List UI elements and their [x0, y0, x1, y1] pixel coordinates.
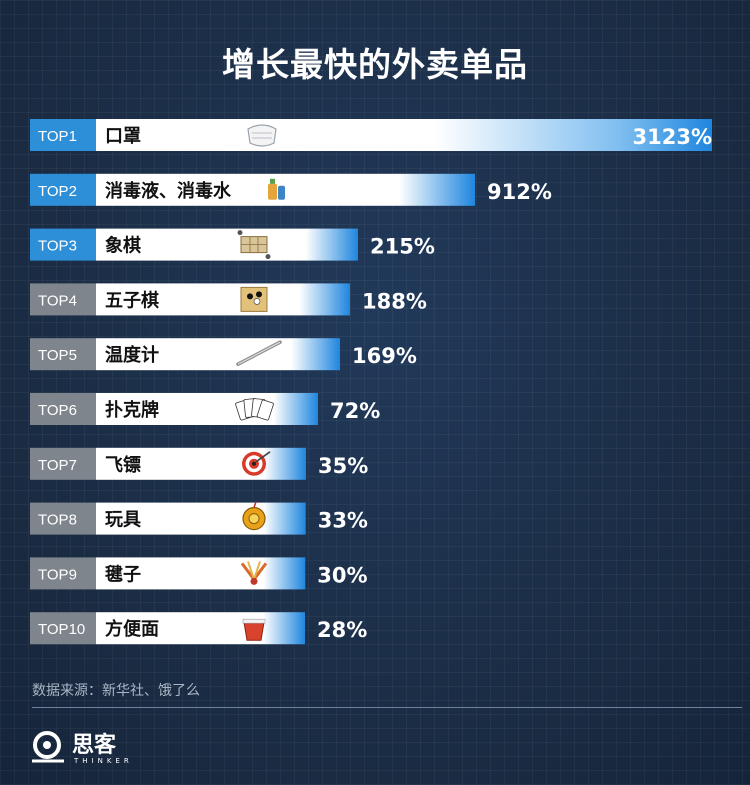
- bar: [96, 119, 712, 151]
- value-label: 912%: [487, 180, 552, 204]
- rank-label: TOP1: [38, 128, 77, 145]
- value-label: 28%: [317, 618, 367, 642]
- value-label: 30%: [317, 563, 367, 587]
- bar: [96, 228, 358, 261]
- value-label: 3123%: [633, 125, 713, 149]
- rank-box: [30, 557, 96, 590]
- bar: [96, 338, 340, 371]
- category-label: 方便面: [105, 618, 159, 640]
- rank-box: [30, 283, 96, 316]
- category-label: 消毒液、消毒水: [105, 180, 232, 202]
- bar-row: TOP5 温度计 169%: [30, 338, 417, 371]
- category-label: 毽子: [104, 563, 141, 585]
- value-label: 72%: [330, 399, 380, 423]
- rank-label: TOP3: [38, 238, 77, 255]
- rank-box: [30, 447, 96, 480]
- rank-box: [30, 338, 96, 371]
- rank-label: TOP10: [38, 621, 85, 638]
- logo-text: 思客: [72, 732, 117, 758]
- bar: [96, 173, 475, 206]
- rank-label: TOP8: [38, 512, 77, 529]
- yoyo-toy-icon: [242, 501, 266, 531]
- category-label: 扑克牌: [105, 399, 159, 421]
- page-title: 增长最快的外卖单品: [222, 45, 528, 84]
- rank-box: [30, 502, 96, 535]
- bar: [96, 393, 318, 425]
- category-label: 口罩: [105, 126, 141, 147]
- playing-cards-icon: [235, 398, 274, 421]
- value-label: 188%: [362, 289, 427, 313]
- disinfectant-icon: [268, 178, 285, 200]
- category-label: 飞镖: [105, 454, 141, 476]
- value-label: 35%: [318, 454, 368, 478]
- rank-label: TOP4: [38, 292, 77, 309]
- bar-row: TOP9 毽子 30%: [30, 557, 368, 590]
- bar: [96, 557, 306, 590]
- value-label: 215%: [370, 235, 435, 259]
- instant-noodles-icon: [242, 618, 266, 641]
- category-label: 象棋: [105, 235, 141, 257]
- data-source: 数据来源：新华社、饿了么: [32, 683, 200, 699]
- thinker-logo: 思客 THINKER: [30, 727, 140, 771]
- bar-row: TOP2 消毒液、消毒水 912%: [30, 173, 552, 206]
- bar-row: TOP10 方便面 28%: [30, 612, 367, 645]
- logo-subtext: THINKER: [74, 757, 133, 765]
- rank-box: [30, 612, 96, 645]
- bar-row: TOP3 象棋 215%: [30, 228, 435, 261]
- bar-row: TOP6 扑克牌 72%: [30, 393, 380, 425]
- bar-row: TOP4 五子棋 188%: [30, 283, 427, 316]
- thinker-logo-icon: [32, 731, 64, 763]
- value-label: 33%: [318, 509, 368, 533]
- bar: [96, 612, 305, 645]
- gomoku-icon: [240, 286, 268, 312]
- value-label: 169%: [352, 344, 417, 368]
- bar-chart: TOP1 口罩 3123% TOP2 消毒液、消毒水 912% TOP3 象棋 215% TOP4…: [30, 119, 712, 645]
- rank-label: TOP9: [38, 566, 77, 583]
- rank-label: TOP2: [38, 183, 77, 200]
- bar: [96, 502, 306, 535]
- rank-label: TOP5: [38, 347, 77, 364]
- mask-icon: [247, 124, 277, 147]
- bar: [96, 283, 350, 316]
- rank-box: [30, 119, 96, 151]
- category-label: 五子棋: [105, 289, 159, 311]
- bar-row: TOP7 飞镖 35%: [30, 447, 368, 480]
- bar-row: TOP8 玩具 33%: [30, 501, 368, 535]
- bar: [96, 447, 306, 480]
- thermometer-icon: [236, 340, 282, 366]
- rank-box: [30, 228, 96, 261]
- category-label: 玩具: [105, 510, 141, 531]
- rank-label: TOP7: [38, 457, 77, 474]
- category-label: 温度计: [105, 344, 159, 366]
- footer-divider: [32, 707, 742, 708]
- rank-box: [30, 173, 96, 206]
- shuttlecock-icon: [240, 561, 268, 585]
- bar-row: TOP1 口罩 3123%: [30, 119, 712, 151]
- chess-icon: [237, 230, 271, 260]
- dart-board-icon: [242, 451, 271, 476]
- rank-label: TOP6: [38, 402, 77, 419]
- rank-box: [30, 393, 96, 425]
